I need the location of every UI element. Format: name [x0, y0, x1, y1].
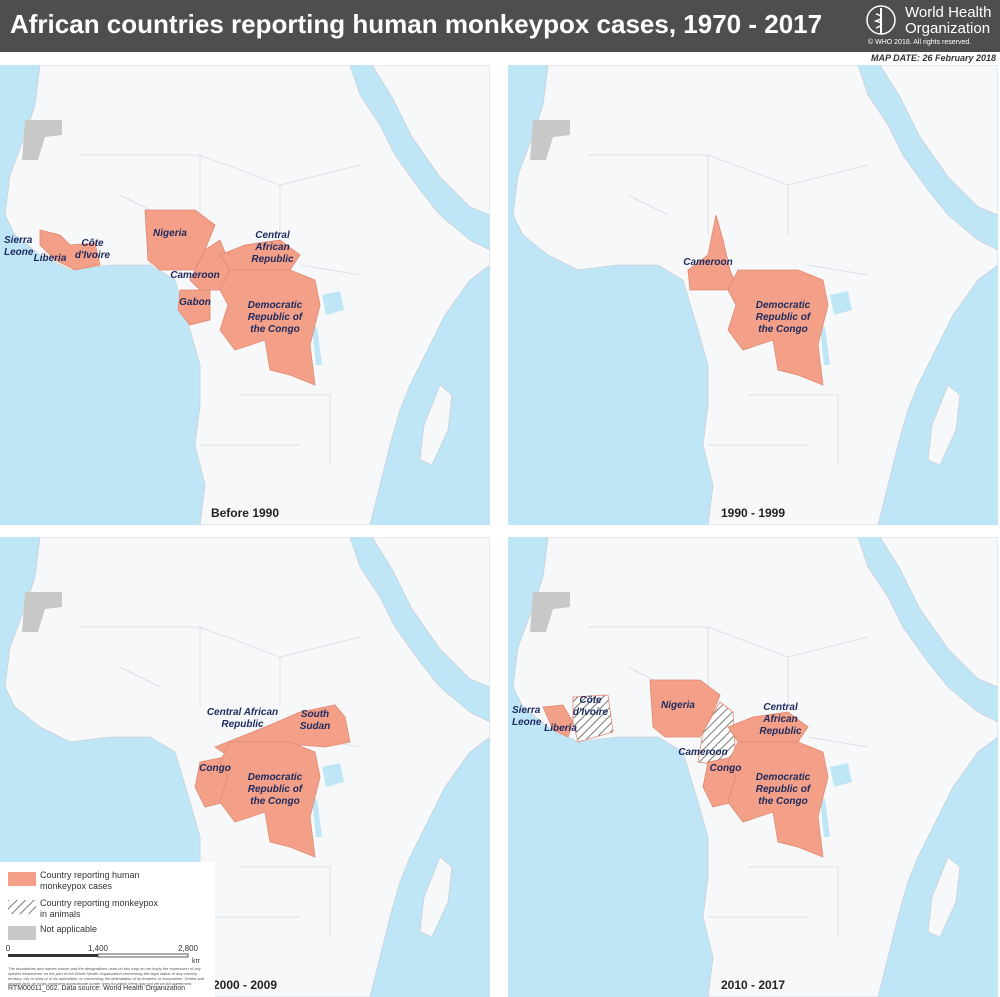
country-label: Congo — [709, 763, 742, 774]
swatch — [8, 926, 36, 940]
country-label: South Sudan — [299, 709, 331, 732]
source: RTM00011_002. Data source: World Health … — [8, 985, 186, 992]
country-label: Nigeria — [153, 228, 187, 239]
map — [0, 537, 490, 997]
legend-swatch — [8, 926, 36, 940]
scale-unit: km — [192, 958, 200, 964]
country-label: Central African Republic — [206, 707, 279, 730]
title: African countries reporting human monkey… — [10, 9, 823, 39]
scale-segment — [97, 953, 189, 958]
map-panel: Cameroon Democratic Republic of the Congo… — [508, 65, 998, 525]
period-label: 2000 - 2009 — [212, 978, 278, 992]
country-label: Democratic Republic of the Congo — [247, 300, 303, 335]
scale-bar: 0 1,400 2,800 km — [6, 944, 200, 964]
map-panel: Sierra Leone Côte d'Ivoire Liberia Nigeria C… — [508, 537, 998, 997]
header: African countries reporting human monkey… — [0, 0, 1000, 52]
country-label: Liberia — [544, 723, 577, 734]
scale-tick: 0 — [6, 944, 11, 953]
country — [542, 704, 574, 738]
copyright: © WHO 2018. All rights reserved. — [868, 39, 972, 46]
country — [727, 269, 829, 386]
scale-tick: 2,800 — [178, 944, 199, 953]
map — [0, 65, 490, 525]
country — [219, 269, 321, 386]
legend-swatch — [8, 872, 36, 886]
country — [727, 741, 829, 858]
map — [508, 537, 998, 997]
legend-label: Country reporting monkeypox in animals — [40, 898, 159, 919]
disclaimer: The boundaries and names shown and the d… — [8, 966, 205, 986]
country-label: Cameroon — [170, 270, 220, 281]
country-label: Cameroon — [683, 257, 733, 268]
map-panel: Central African Republic South Sudan Congo… — [0, 537, 490, 997]
country-label: Côte d'Ivoire — [74, 238, 111, 261]
country-label: Congo — [199, 763, 231, 774]
period-label: Before 1990 — [210, 506, 280, 520]
country-label: Sierra Leone — [4, 235, 34, 258]
country-label: Côte d'Ivoire — [572, 695, 609, 718]
country — [697, 701, 737, 768]
country-label: Nigeria — [661, 700, 695, 711]
period-label: 1990 - 1999 — [720, 506, 786, 520]
country — [219, 741, 321, 858]
map — [508, 65, 998, 525]
country — [39, 229, 101, 271]
legend-swatch — [8, 900, 36, 914]
country-label: Central African Republic — [759, 702, 802, 737]
scale-segment — [8, 954, 98, 957]
swatch — [8, 872, 36, 886]
legend-label: Not applicable — [40, 924, 98, 934]
country — [687, 214, 739, 291]
country-label: Gabon — [179, 297, 211, 308]
legend: Country reporting human monkeypox cases C… — [0, 862, 215, 997]
period-label: 2010 - 2017 — [720, 978, 786, 992]
legend-label: Country reporting human monkeypox cases — [40, 870, 140, 891]
country-label: Cameroon — [678, 747, 728, 758]
country-label: Democratic Republic of the Congo — [755, 300, 811, 335]
map-panel: Sierra Leone Liberia Côte d'Ivoire Nigeria C… — [0, 65, 490, 525]
country — [572, 694, 614, 743]
country — [177, 289, 211, 326]
country-label: Sierra Leone — [512, 705, 542, 728]
country-label: Democratic Republic of the Congo — [247, 772, 303, 807]
country-label: Democratic Republic of the Congo — [755, 772, 811, 807]
country-label: Central African Republic — [251, 230, 294, 265]
country-label: Liberia — [33, 253, 67, 264]
map-date: MAP DATE: 26 February 2018 — [870, 53, 996, 63]
swatch — [8, 900, 36, 914]
organization: World Health Organization — [905, 4, 992, 37]
who-emblem — [866, 5, 896, 35]
scale-tick: 1,400 — [88, 944, 109, 953]
